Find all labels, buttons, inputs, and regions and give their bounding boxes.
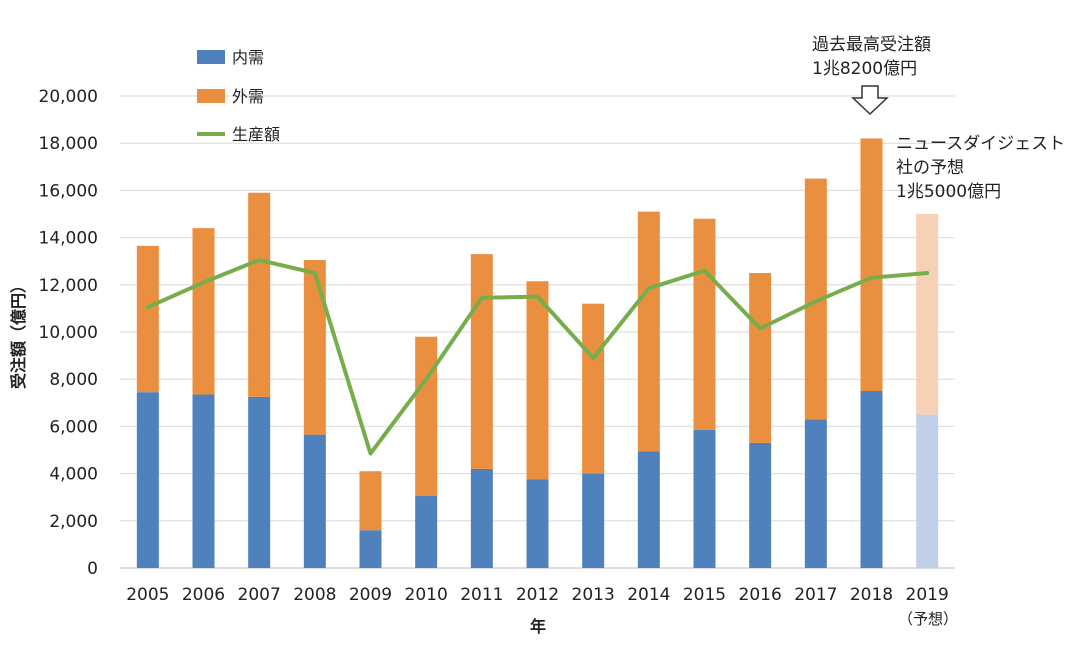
bar-domestic	[415, 496, 438, 568]
down-arrow-icon	[851, 85, 889, 116]
bar-domestic	[526, 479, 549, 568]
production-line-series	[145, 258, 930, 456]
bar-domestic	[136, 392, 159, 568]
bar-domestic	[359, 530, 382, 568]
legend-label-production: 生産額	[232, 125, 280, 144]
bar-export	[415, 336, 438, 497]
y-tick-label: 4,000	[49, 465, 98, 485]
bar-export	[749, 273, 772, 443]
bar-export	[303, 260, 326, 435]
bar-export	[359, 471, 382, 531]
bar-domestic	[470, 468, 493, 568]
legend-swatch-export	[197, 89, 225, 103]
forecast-annotation-line-2: 社の予想	[896, 158, 964, 178]
x-tick-label: 2019	[906, 585, 949, 605]
x-tick-label: 2005	[126, 585, 169, 605]
legend-label-export: 外需	[232, 87, 264, 106]
record-annotation: 過去最高受注額 1兆8200億円	[812, 35, 931, 116]
bar-export	[582, 303, 605, 474]
x-tick-label: 2015	[683, 585, 726, 605]
legend-swatch-domestic	[197, 50, 225, 64]
x-tick-label: 2017	[794, 585, 837, 605]
forecast-annotation-line-1: ニュースダイジェスト	[896, 134, 1065, 154]
x-tick-label: 2018	[850, 585, 893, 605]
x-tick-label: 2011	[460, 585, 503, 605]
bar-domestic	[192, 394, 215, 568]
forecast-annotation-line-3: 1兆5000億円	[896, 182, 1001, 202]
y-tick-label: 18,000	[39, 134, 98, 154]
bar-domestic	[860, 391, 883, 568]
y-axis-title: 受注額（億円）	[9, 277, 28, 389]
bar-export	[804, 178, 827, 420]
x-tick-label: 2016	[739, 585, 782, 605]
y-tick-label: 14,000	[39, 229, 98, 249]
bar-export	[248, 192, 271, 397]
x-tick-label: 2009	[349, 585, 392, 605]
y-axis-ticks: 0 2,000 4,000 6,000 8,000 10,000 12,000 14,000 1…	[39, 87, 98, 579]
x-tick-label: 2008	[293, 585, 336, 605]
y-tick-label: 20,000	[39, 87, 98, 107]
y-tick-label: 8,000	[49, 370, 98, 390]
x-tick-label: 2006	[182, 585, 225, 605]
legend-label-domestic: 内需	[232, 48, 264, 67]
bar-export	[860, 138, 883, 391]
bar-export	[192, 228, 215, 395]
bar-export	[470, 254, 493, 469]
record-annotation-line-2: 1兆8200億円	[812, 59, 917, 79]
y-tick-label: 0	[87, 559, 98, 579]
bar-domestic	[804, 419, 827, 568]
forecast-category-note: （予想）	[898, 610, 958, 628]
bar-export	[526, 281, 549, 480]
bar-domestic	[916, 414, 939, 568]
bar-domestic	[248, 396, 271, 568]
bar-domestic	[303, 434, 326, 568]
y-tick-label: 2,000	[49, 512, 98, 532]
production-line	[145, 258, 930, 456]
x-tick-label: 2012	[516, 585, 559, 605]
bar-domestic	[582, 473, 605, 568]
x-tick-label: 2007	[238, 585, 281, 605]
record-annotation-line-1: 過去最高受注額	[812, 35, 931, 55]
legend: 内需 外需 生産額	[197, 48, 280, 144]
x-axis-title: 年	[530, 617, 546, 636]
x-tick-label: 2013	[572, 585, 615, 605]
bar-domestic	[693, 429, 716, 568]
bar-domestic	[749, 442, 772, 568]
bar-export	[916, 214, 939, 415]
bar-domestic	[637, 451, 660, 568]
y-tick-label: 16,000	[39, 181, 98, 201]
forecast-annotation: ニュースダイジェスト 社の予想 1兆5000億円	[896, 134, 1065, 202]
y-tick-label: 6,000	[49, 417, 98, 437]
x-axis-ticks: 2005 2006 2007 2008 2009 2010 2011 2012 2013 2014…	[126, 585, 949, 605]
x-tick-label: 2014	[627, 585, 670, 605]
bar-export	[136, 245, 159, 393]
y-tick-label: 10,000	[39, 323, 98, 343]
bar-export	[693, 218, 716, 430]
x-tick-label: 2010	[405, 585, 448, 605]
y-tick-label: 12,000	[39, 276, 98, 296]
bar-series	[136, 138, 939, 568]
bar-export	[637, 211, 660, 452]
